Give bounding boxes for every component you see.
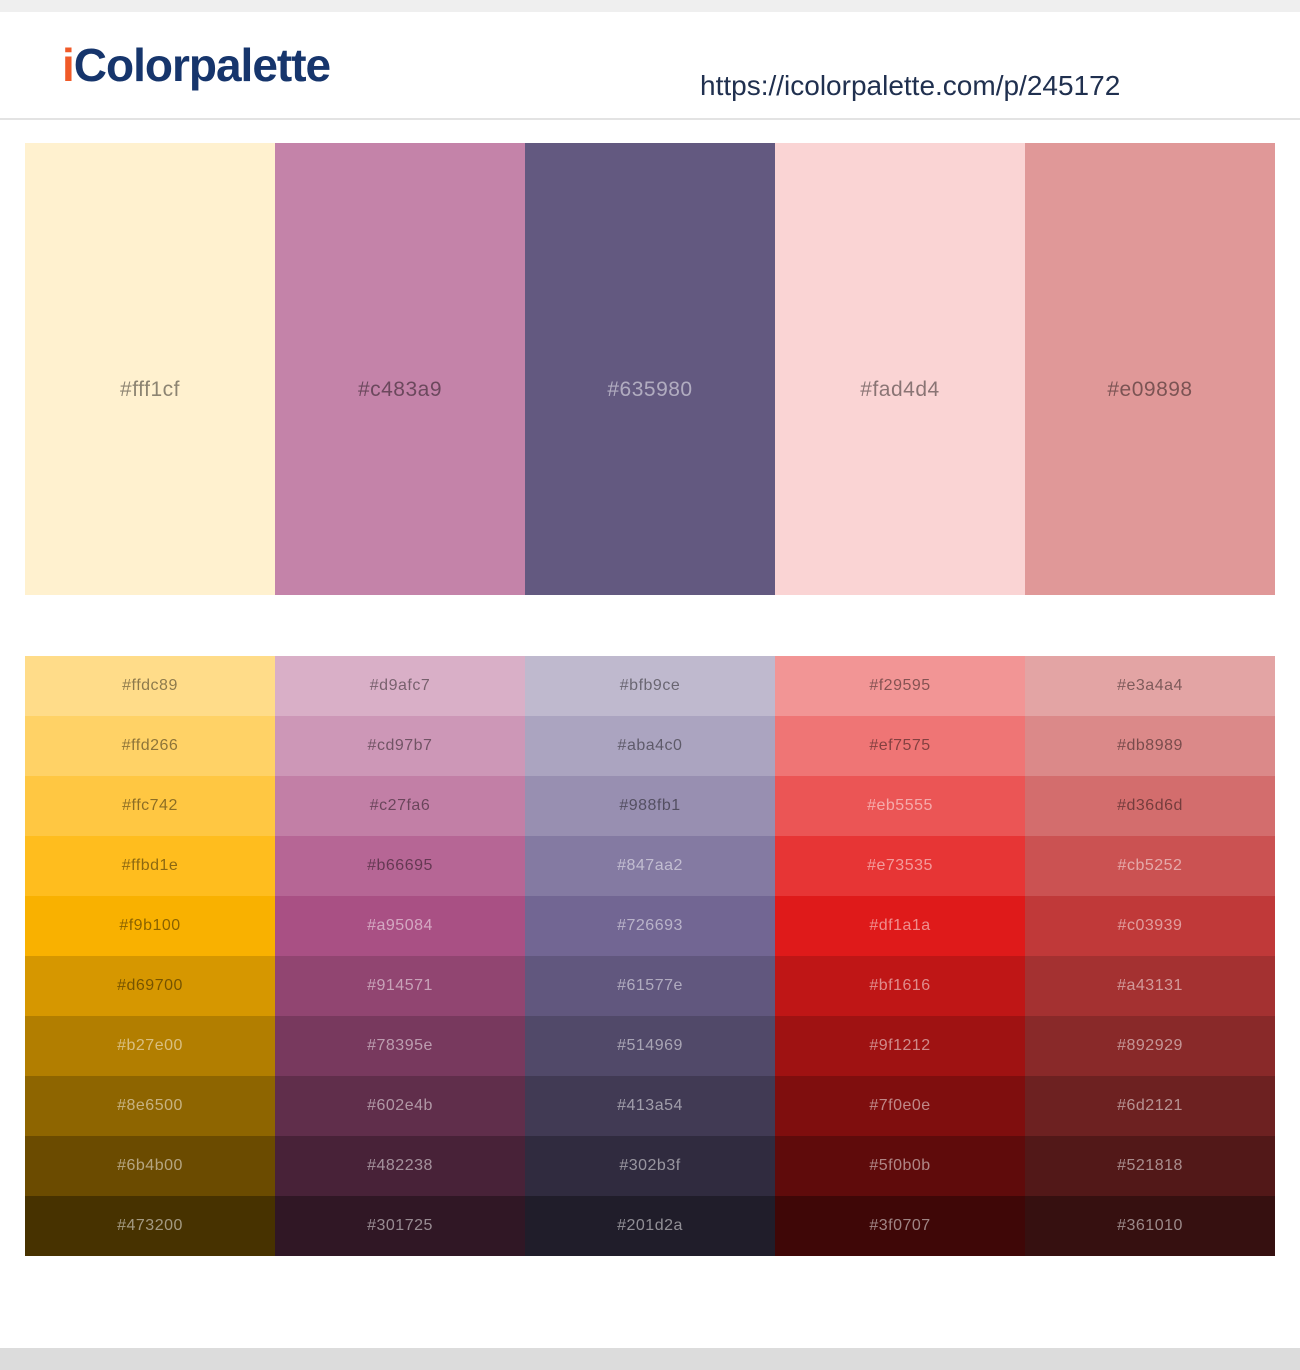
shade-swatch[interactable]: #cd97b7 (275, 716, 525, 776)
main-color-swatch[interactable]: #c483a9 (275, 143, 525, 595)
shade-column: #ffdc89 #ffd266 #ffc742 #ffbd1e #f9b100 #d697… (25, 656, 275, 1256)
main-color-swatch[interactable]: #fad4d4 (775, 143, 1025, 595)
main-color-swatch[interactable]: #635980 (525, 143, 775, 595)
shade-swatch[interactable]: #413a54 (525, 1076, 775, 1136)
shade-swatch[interactable]: #b27e00 (25, 1016, 275, 1076)
shade-swatch[interactable]: #3f0707 (775, 1196, 1025, 1256)
shade-swatch[interactable]: #6d2121 (1025, 1076, 1275, 1136)
shade-swatch[interactable]: #301725 (275, 1196, 525, 1256)
footer-strip (0, 1348, 1300, 1370)
site-logo[interactable]: iColorpalette (62, 39, 331, 91)
shade-column: #bfb9ce #aba4c0 #988fb1 #847aa2 #726693 #6157… (525, 656, 775, 1256)
shade-swatch[interactable]: #f29595 (775, 656, 1025, 716)
logo-wordmark: Colorpalette (73, 39, 331, 91)
shade-swatch[interactable]: #a95084 (275, 896, 525, 956)
logo-i-letter: i (62, 39, 75, 91)
shade-swatch[interactable]: #eb5555 (775, 776, 1025, 836)
shade-swatch[interactable]: #61577e (525, 956, 775, 1016)
shade-swatch[interactable]: #bfb9ce (525, 656, 775, 716)
shade-swatch[interactable]: #c27fa6 (275, 776, 525, 836)
main-color-hex-label: #e09898 (1107, 378, 1193, 401)
shade-swatch[interactable]: #df1a1a (775, 896, 1025, 956)
shade-swatch[interactable]: #cb5252 (1025, 836, 1275, 896)
shade-swatch[interactable]: #d69700 (25, 956, 275, 1016)
main-color-hex-label: #fad4d4 (860, 378, 940, 401)
shade-swatch[interactable]: #482238 (275, 1136, 525, 1196)
shade-column: #e3a4a4 #db8989 #d36d6d #cb5252 #c03939 #a431… (1025, 656, 1275, 1256)
shade-swatch[interactable]: #ffdc89 (25, 656, 275, 716)
shade-swatch[interactable]: #78395e (275, 1016, 525, 1076)
shade-swatch[interactable]: #892929 (1025, 1016, 1275, 1076)
shade-swatch[interactable]: #988fb1 (525, 776, 775, 836)
main-color-hex-label: #635980 (607, 378, 693, 401)
shade-swatch[interactable]: #f9b100 (25, 896, 275, 956)
header: iColorpalette https://icolorpalette.com/… (0, 12, 1300, 118)
shade-swatch[interactable]: #602e4b (275, 1076, 525, 1136)
shade-swatch[interactable]: #db8989 (1025, 716, 1275, 776)
shade-swatch[interactable]: #ef7575 (775, 716, 1025, 776)
shade-swatch[interactable]: #ffc742 (25, 776, 275, 836)
shade-swatch[interactable]: #a43131 (1025, 956, 1275, 1016)
shade-swatch[interactable]: #521818 (1025, 1136, 1275, 1196)
shade-swatch[interactable]: #914571 (275, 956, 525, 1016)
shade-swatch[interactable]: #7f0e0e (775, 1076, 1025, 1136)
shade-swatch[interactable]: #d9afc7 (275, 656, 525, 716)
main-color-hex-label: #c483a9 (357, 378, 443, 401)
shade-swatch[interactable]: #e73535 (775, 836, 1025, 896)
shades-grid: #ffdc89 #ffd266 #ffc742 #ffbd1e #f9b100 #d697… (25, 656, 1275, 1256)
shade-swatch[interactable]: #aba4c0 (525, 716, 775, 776)
shade-column: #d9afc7 #cd97b7 #c27fa6 #b66695 #a95084 #9145… (275, 656, 525, 1256)
header-divider (0, 118, 1300, 120)
main-palette: #fff1cf #c483a9 #635980 #fad4d4 #e09898 (25, 143, 1275, 595)
shade-swatch[interactable]: #514969 (525, 1016, 775, 1076)
shade-swatch[interactable]: #5f0b0b (775, 1136, 1025, 1196)
shade-swatch[interactable]: #361010 (1025, 1196, 1275, 1256)
shade-swatch[interactable]: #201d2a (525, 1196, 775, 1256)
shade-swatch[interactable]: #e3a4a4 (1025, 656, 1275, 716)
shade-swatch[interactable]: #302b3f (525, 1136, 775, 1196)
shade-swatch[interactable]: #ffbd1e (25, 836, 275, 896)
main-color-swatch[interactable]: #e09898 (1025, 143, 1275, 595)
shade-swatch[interactable]: #847aa2 (525, 836, 775, 896)
top-strip (0, 0, 1300, 12)
shade-swatch[interactable]: #726693 (525, 896, 775, 956)
shade-swatch[interactable]: #6b4b00 (25, 1136, 275, 1196)
shade-swatch[interactable]: #ffd266 (25, 716, 275, 776)
main-color-hex-label: #fff1cf (120, 378, 180, 401)
shade-swatch[interactable]: #9f1212 (775, 1016, 1025, 1076)
shade-column: #f29595 #ef7575 #eb5555 #e73535 #df1a1a #bf16… (775, 656, 1025, 1256)
palette-url[interactable]: https://icolorpalette.com/p/245172 (700, 70, 1121, 101)
shade-swatch[interactable]: #d36d6d (1025, 776, 1275, 836)
shade-swatch[interactable]: #c03939 (1025, 896, 1275, 956)
main-color-swatch[interactable]: #fff1cf (25, 143, 275, 595)
shade-swatch[interactable]: #473200 (25, 1196, 275, 1256)
shade-swatch[interactable]: #b66695 (275, 836, 525, 896)
shade-swatch[interactable]: #8e6500 (25, 1076, 275, 1136)
shade-swatch[interactable]: #bf1616 (775, 956, 1025, 1016)
